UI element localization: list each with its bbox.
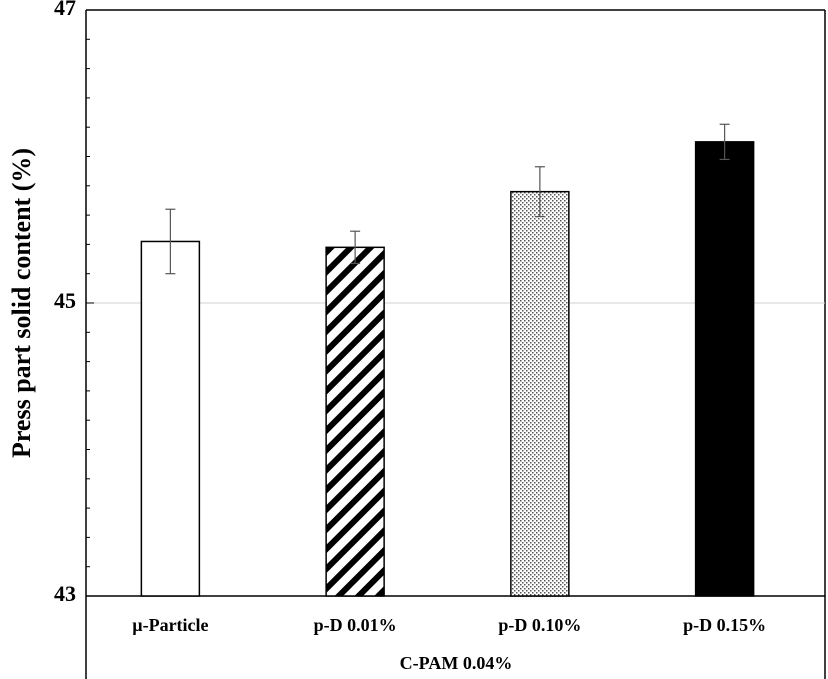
error-bars xyxy=(165,123,730,275)
bar-1 xyxy=(325,246,385,597)
category-label-2: p-D 0.10% xyxy=(498,615,581,635)
y-tick-label: 47 xyxy=(54,0,76,20)
y-axis-ticks: 43 45 47 xyxy=(54,0,94,606)
category-labels: µ-Particle p-D 0.01% p-D 0.10% p-D 0.15% xyxy=(132,615,766,635)
category-label-0: µ-Particle xyxy=(132,615,208,635)
bars xyxy=(140,141,755,597)
category-label-1: p-D 0.01% xyxy=(314,615,397,635)
category-label-3: p-D 0.15% xyxy=(683,615,766,635)
bar-3 xyxy=(694,141,755,597)
y-tick-label: 45 xyxy=(54,288,76,313)
y-tick-label: 43 xyxy=(54,581,76,606)
bar-2 xyxy=(510,190,570,597)
group-label: C-PAM 0.04% xyxy=(400,653,513,673)
bar-0 xyxy=(140,240,201,597)
y-axis-title: Press part solid content (%) xyxy=(7,148,36,458)
